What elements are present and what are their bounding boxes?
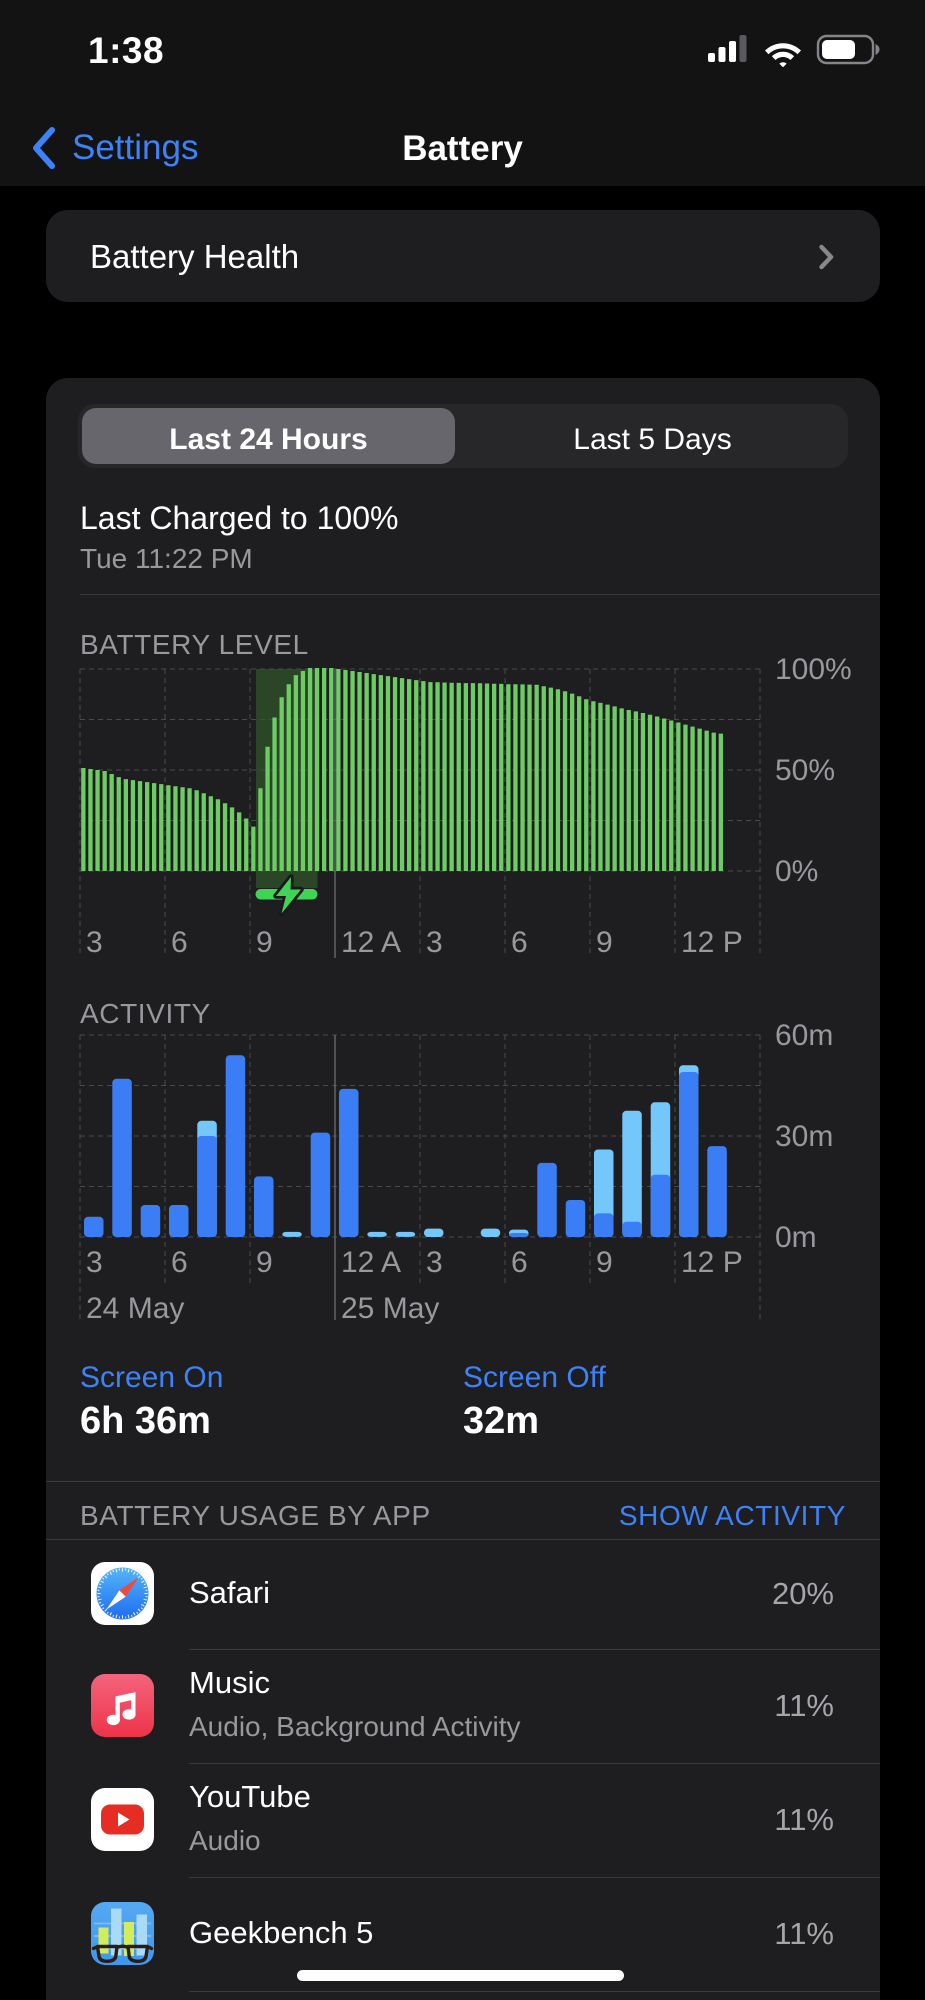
svg-text:25 May: 25 May (341, 1292, 439, 1325)
svg-text:12 P: 12 P (681, 926, 743, 959)
svg-text:6: 6 (171, 1246, 188, 1279)
svg-text:9: 9 (256, 1246, 273, 1279)
svg-text:60m: 60m (775, 1019, 833, 1052)
svg-text:12 A: 12 A (341, 926, 401, 959)
svg-text:6: 6 (171, 926, 188, 959)
svg-text:6: 6 (511, 1246, 528, 1279)
svg-text:24 May: 24 May (86, 1292, 184, 1325)
svg-text:30m: 30m (775, 1120, 833, 1153)
svg-text:9: 9 (256, 926, 273, 959)
svg-text:0m: 0m (775, 1221, 817, 1254)
svg-text:9: 9 (596, 926, 613, 959)
svg-text:3: 3 (86, 926, 103, 959)
svg-text:3: 3 (86, 1246, 103, 1279)
svg-text:9: 9 (596, 1246, 613, 1279)
svg-text:12 P: 12 P (681, 1246, 743, 1279)
svg-text:12 A: 12 A (341, 1246, 401, 1279)
svg-text:3: 3 (426, 926, 443, 959)
svg-text:3: 3 (426, 1246, 443, 1279)
svg-text:6: 6 (511, 926, 528, 959)
svg-text:50%: 50% (775, 754, 835, 787)
svg-text:100%: 100% (775, 653, 852, 686)
svg-text:0%: 0% (775, 855, 818, 888)
